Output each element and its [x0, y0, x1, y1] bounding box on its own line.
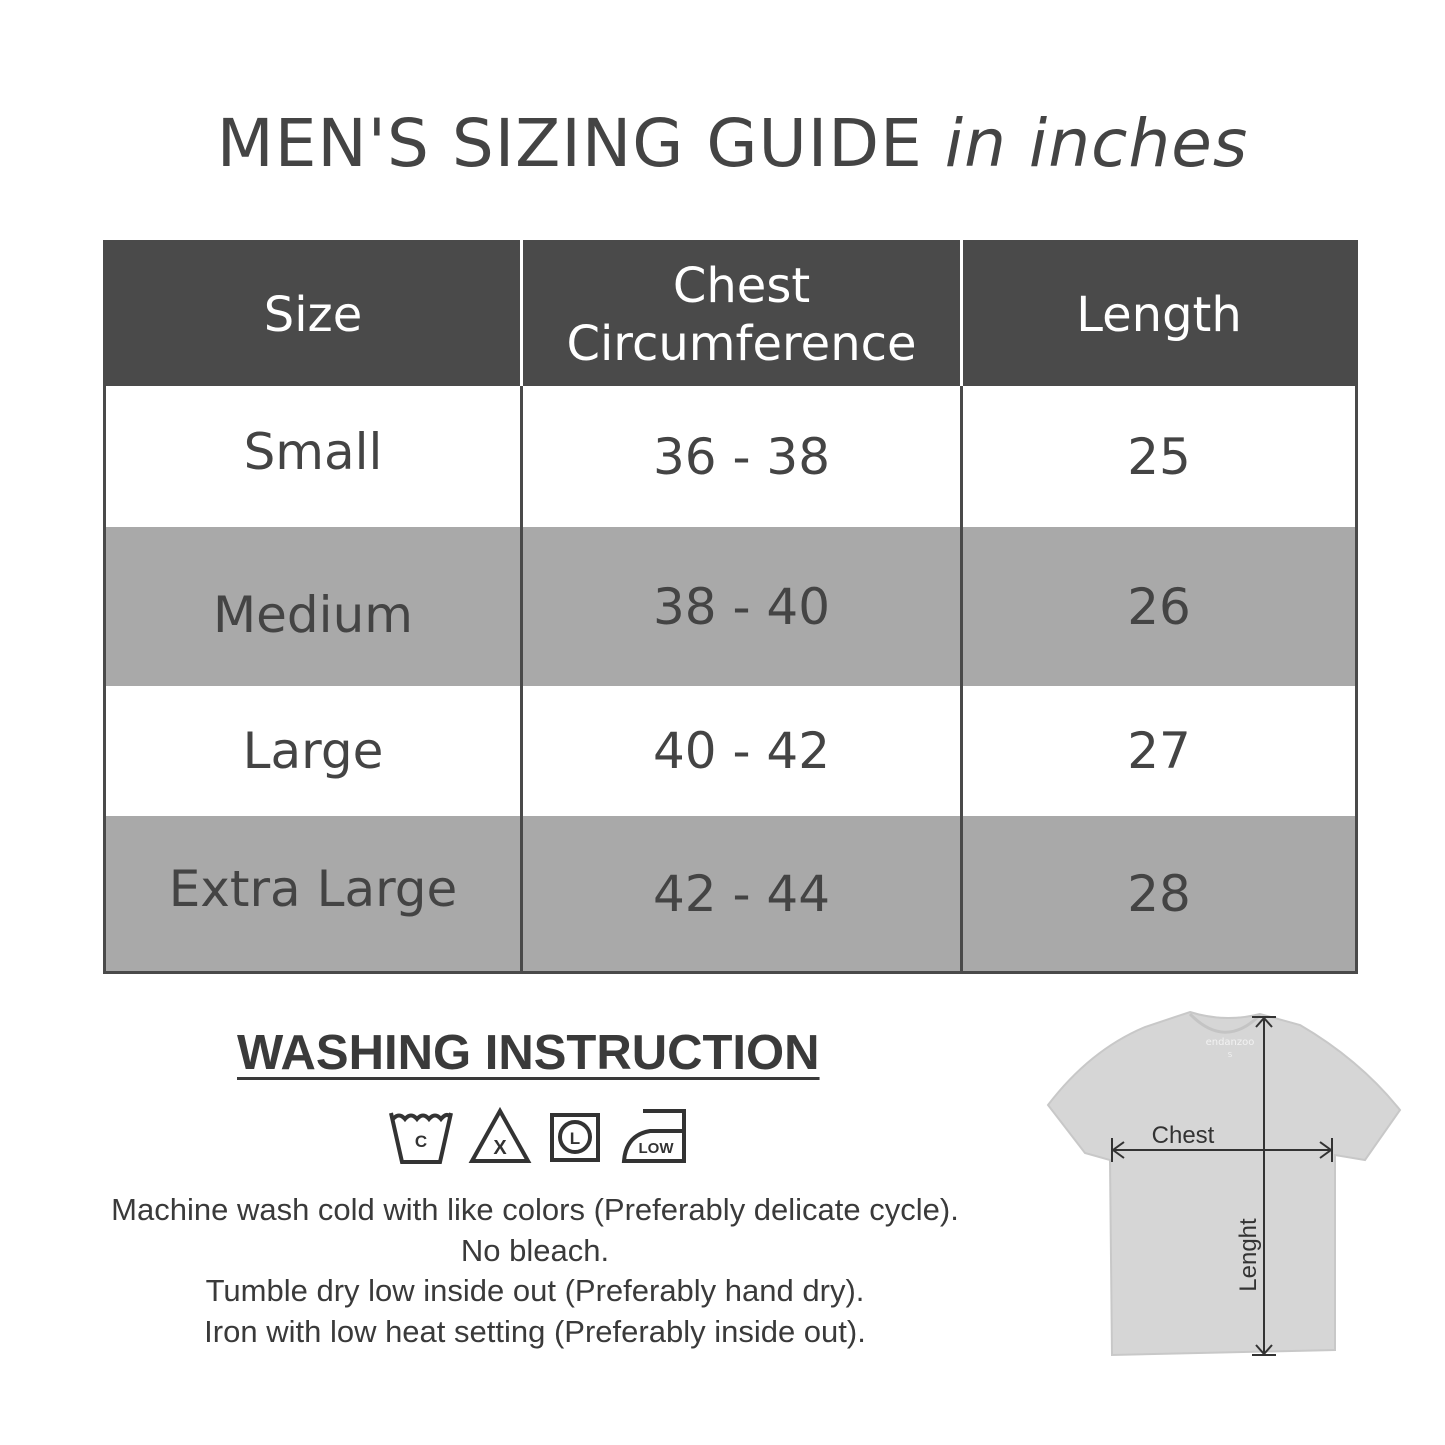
- svg-text:C: C: [415, 1132, 427, 1151]
- table-row: Small 36 - 38 25: [104, 386, 1357, 527]
- chest-label: Chest: [1152, 1122, 1215, 1149]
- washing-title: WASHING INSTRUCTION: [237, 1026, 820, 1080]
- page-title: MEN'S SIZING GUIDE in inches: [0, 105, 1445, 182]
- table-header: Size Chest Circumference Length: [104, 241, 1357, 386]
- svg-text:L: L: [570, 1129, 580, 1148]
- instruction-line: No bleach.: [460, 1232, 610, 1268]
- table-row: Extra Large 42 - 44 28: [104, 816, 1357, 973]
- cell-chest: 40 - 42: [521, 686, 963, 816]
- length-label: Lenght: [1235, 1218, 1262, 1292]
- cell-chest: 38 - 40: [521, 527, 963, 686]
- cell-chest: 42 - 44: [521, 816, 963, 973]
- header-chest-line1: Chest: [672, 257, 811, 314]
- measure-arrows: [1111, 1016, 1333, 1356]
- svg-text:X: X: [493, 1137, 507, 1159]
- title-main: MEN'S SIZING GUIDE: [216, 105, 923, 182]
- tshirt-diagram: endanzoo S Chest Lenght: [1046, 1010, 1402, 1357]
- header-size: Size: [104, 241, 523, 386]
- no-bleach-icon: X: [468, 1106, 532, 1163]
- size-table: Size Chest Circumference Length Small 36 …: [103, 240, 1358, 974]
- instruction-line: Tumble dry low inside out (Preferably ha…: [205, 1273, 865, 1308]
- title-unit: in inches: [944, 105, 1249, 182]
- cell-length: 27: [961, 686, 1357, 816]
- tumble-dry-low-icon: L: [550, 1113, 600, 1162]
- care-icons: C X L LOW: [389, 1106, 686, 1164]
- wash-cold-icon: C: [389, 1112, 453, 1164]
- instruction-line: Iron with low heat setting (Preferably i…: [204, 1313, 866, 1349]
- cell-size: Small: [104, 386, 523, 527]
- tshirt-shape: [1046, 1010, 1402, 1357]
- instruction-line: Machine wash cold with like colors (Pref…: [111, 1192, 959, 1227]
- cell-size: Extra Large: [104, 816, 523, 973]
- cell-chest: 36 - 38: [521, 386, 963, 527]
- table-row: Medium 38 - 40 26: [104, 527, 1357, 686]
- iron-low-icon: LOW: [621, 1109, 686, 1163]
- cell-size: Large: [104, 686, 523, 816]
- tag-size: S: [1228, 1051, 1233, 1059]
- table-row: Large 40 - 42 27: [104, 686, 1357, 816]
- header-length: Length: [961, 241, 1357, 386]
- brand-label: endanzoo: [1206, 1037, 1255, 1048]
- header-chest: Chest Circumference: [521, 241, 963, 386]
- cell-size: Medium: [104, 527, 523, 686]
- washing-instructions: Machine wash cold with like colors (Pref…: [0, 1190, 1070, 1352]
- svg-text:LOW: LOW: [639, 1140, 675, 1157]
- cell-length: 28: [961, 816, 1357, 973]
- cell-length: 26: [961, 527, 1357, 686]
- header-chest-line2: Circumference: [566, 315, 917, 372]
- cell-length: 25: [961, 386, 1357, 527]
